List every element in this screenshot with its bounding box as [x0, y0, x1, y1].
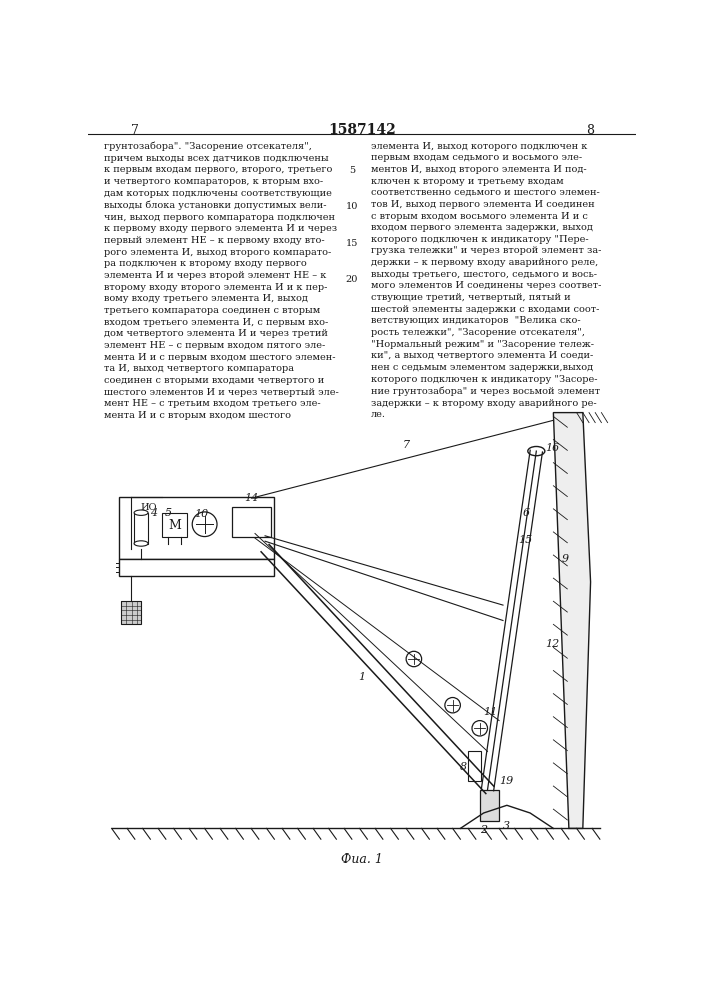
- Text: 9: 9: [561, 554, 568, 564]
- Bar: [468, 751, 481, 781]
- Text: 8: 8: [586, 124, 594, 137]
- Bar: [162, 513, 187, 537]
- Text: 6: 6: [522, 508, 530, 518]
- Text: 16: 16: [546, 443, 560, 453]
- Ellipse shape: [134, 510, 148, 515]
- Ellipse shape: [528, 446, 545, 456]
- Bar: [121, 601, 141, 624]
- Text: 15: 15: [518, 535, 533, 545]
- Text: элемента И, выход которого подключен к
первым входам седьмого и восьмого эле-
ме: элемента И, выход которого подключен к п…: [371, 142, 602, 419]
- Circle shape: [472, 721, 488, 736]
- Text: 2: 2: [480, 825, 487, 835]
- Text: 5: 5: [349, 166, 355, 175]
- Text: 3: 3: [503, 821, 510, 831]
- Bar: [119, 559, 274, 576]
- Bar: [134, 513, 148, 544]
- Text: 14: 14: [244, 493, 258, 503]
- Polygon shape: [554, 413, 590, 828]
- Text: грунтозабора". "Засорение отсекателя",
причем выходы всех датчиков подключены
к : грунтозабора". "Засорение отсекателя", п…: [104, 142, 339, 420]
- Text: 19: 19: [499, 776, 513, 786]
- Circle shape: [445, 698, 460, 713]
- Text: 1587142: 1587142: [328, 123, 396, 137]
- Polygon shape: [480, 790, 499, 821]
- Bar: [119, 497, 274, 559]
- Text: 4: 4: [151, 508, 158, 518]
- Text: 10: 10: [194, 509, 209, 519]
- Text: 1: 1: [358, 672, 366, 682]
- Text: 11: 11: [484, 707, 498, 717]
- Text: 7: 7: [402, 440, 409, 450]
- Text: 5: 5: [164, 508, 172, 518]
- Circle shape: [192, 512, 217, 537]
- Bar: [232, 507, 271, 537]
- Text: 12: 12: [546, 639, 560, 649]
- Text: 10: 10: [346, 202, 358, 211]
- Ellipse shape: [134, 541, 148, 546]
- Text: Фиа. 1: Фиа. 1: [341, 853, 383, 866]
- Text: 8: 8: [460, 762, 467, 772]
- Circle shape: [406, 651, 421, 667]
- Text: М: М: [168, 519, 181, 532]
- Text: 15: 15: [346, 239, 358, 248]
- Text: 7: 7: [131, 124, 139, 137]
- Text: 20: 20: [346, 275, 358, 284]
- Text: ИО: ИО: [141, 503, 157, 512]
